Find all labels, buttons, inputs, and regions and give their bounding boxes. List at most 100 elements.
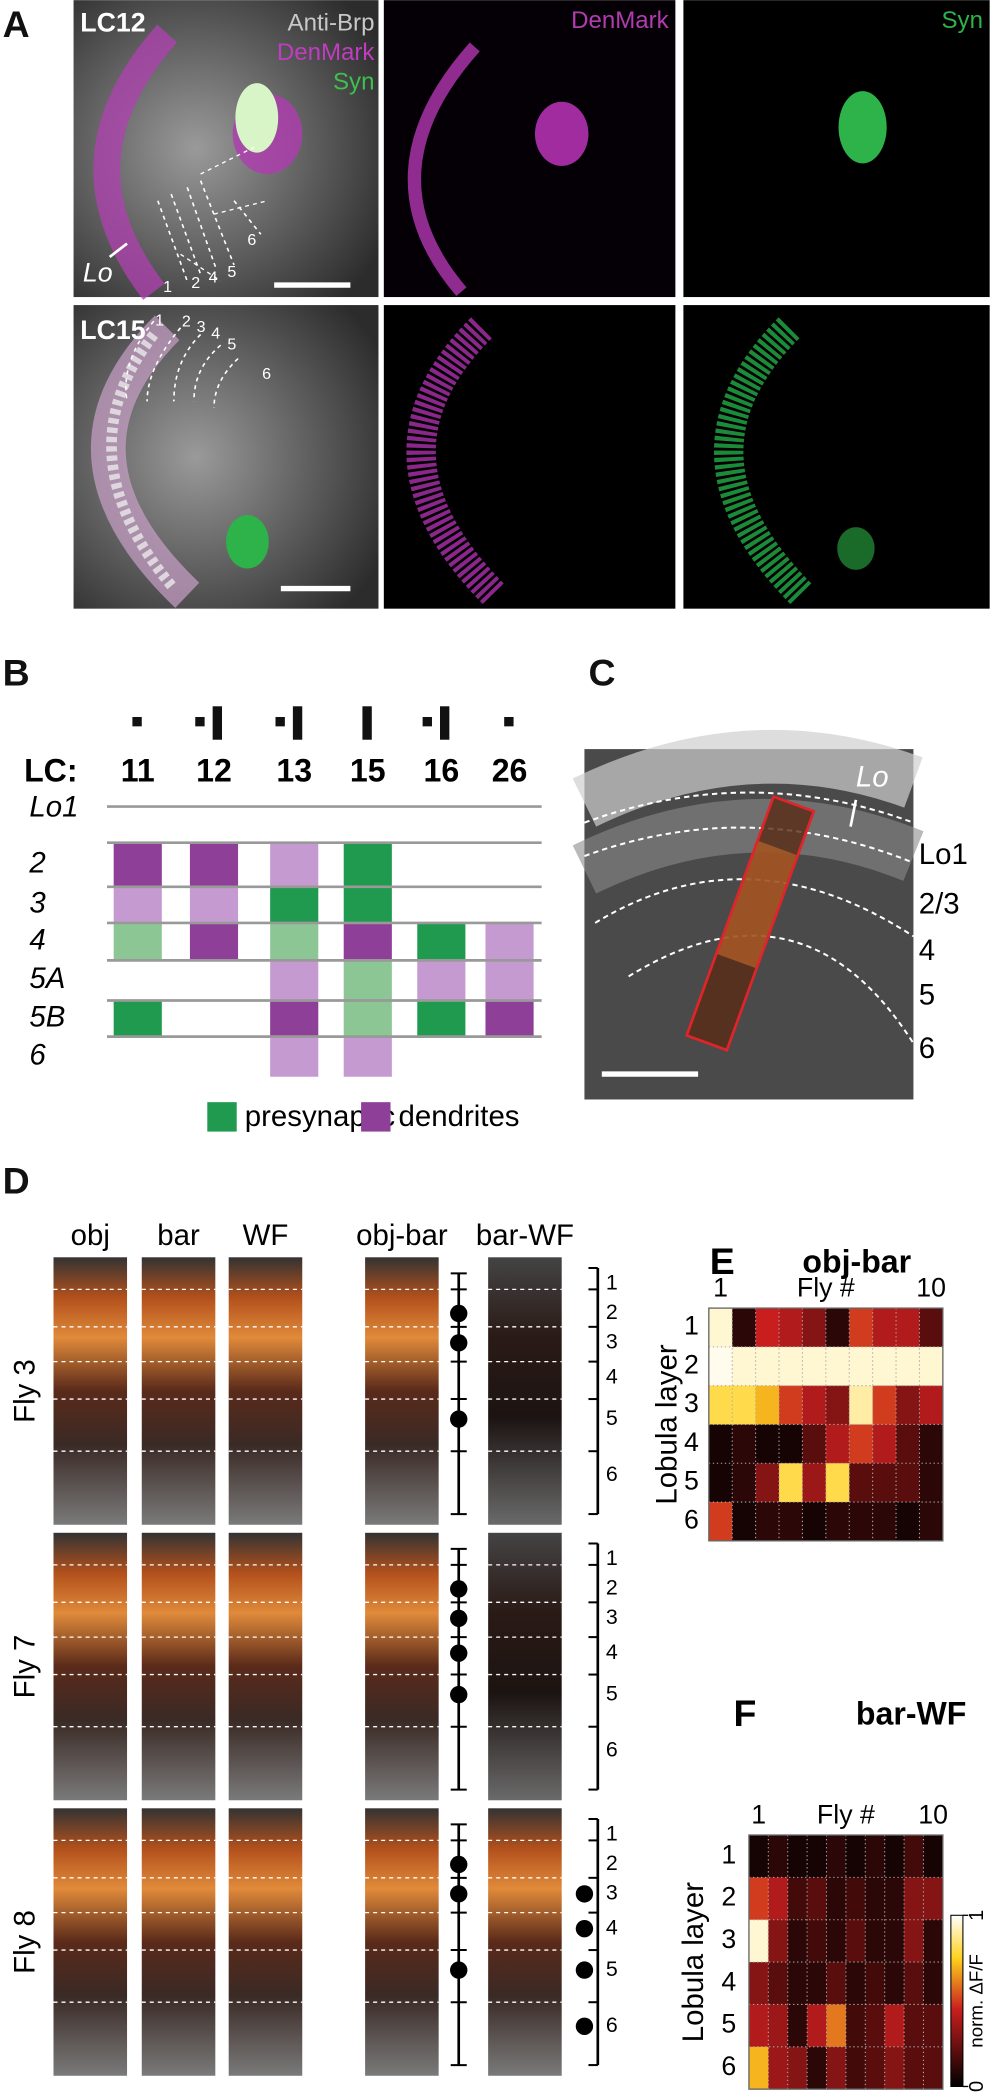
heatmap-cell [885,1920,905,1963]
heatmap-cell [802,1308,826,1347]
heatmap-cell [827,2004,847,2047]
layer-cell [114,1001,162,1037]
response-image [365,1808,439,2075]
heatmap-cell [873,1463,897,1502]
panel-label: B [3,651,30,693]
heatmap-cell [885,1877,905,1920]
heatmap-cell [768,2004,788,2047]
layer-cell [344,887,392,923]
layer-cell [114,843,162,887]
heatmap-cell [919,1347,943,1386]
layer-label: 2 [606,1576,618,1600]
heatmap-cell [904,1835,924,1878]
layer-cell [344,960,392,1000]
layer-label: 5B [29,1000,65,1033]
layer-label: 6 [606,2013,618,2037]
heatmap-cell [919,1424,943,1463]
heatmap-cell [904,2004,924,2047]
x-tick-label: 1 [713,1272,728,1302]
significance-dot [450,1686,467,1703]
heatmap-cell [709,1386,733,1425]
heatmap-cell [904,1920,924,1963]
lc-label: 15 [350,753,386,789]
y-tick-label: 1 [721,1839,736,1869]
layer-label: 2 [182,313,191,331]
y-tick-label: 1 [684,1311,699,1341]
y-tick-label: 2 [684,1349,699,1379]
heatmap-cell [756,1424,780,1463]
heatmap-cell [896,1424,920,1463]
heatmap-cell [923,1920,943,1963]
heatmap-cell [904,1877,924,1920]
layer-label: 3 [606,1881,618,1905]
heatmap-cell [807,1877,827,1920]
response-image [488,1257,562,1524]
heatmap-cell [756,1347,780,1386]
response-image [229,1808,303,2075]
layer-label: 5 [606,1406,618,1430]
heatmap-cell [873,1424,897,1463]
colorbar [951,1915,963,2086]
heatmap-cell [846,1835,866,1878]
heatmap-cell [826,1424,850,1463]
heatmap-cell [923,2047,943,2090]
heatmap-cell [919,1463,943,1502]
layer-cell [270,960,318,1000]
heatmap-cell [807,2004,827,2047]
column-label: bar [157,1219,200,1252]
response-image [229,1257,303,1524]
heatmap-cell [904,1962,924,2005]
heatmap-cell [756,1463,780,1502]
y-tick-label: 3 [721,1924,736,1954]
heatmap-cell [802,1424,826,1463]
heatmap-cell [885,1962,905,2005]
layer-cell [485,960,533,1000]
chart-title: bar-WF [856,1696,966,1732]
layer-label: 2 [28,847,45,880]
response-image [142,1533,216,1800]
heatmaps: Eobj-barFly #110Lobula layer123456Fbar-W… [650,1240,987,2092]
layer-label: 2 [606,1851,618,1875]
heatmap-cell [923,1962,943,2005]
heatmap-cell [873,1308,897,1347]
heatmap-cell [779,1424,803,1463]
significance-dot [450,1885,467,1902]
heatmap-cell [749,2047,769,2090]
panel-a-images [74,0,990,609]
heatmap-cell [768,1962,788,2005]
heatmap-cell [788,2047,808,2090]
layer-label: 4 [606,1640,618,1664]
layer-label: 6 [606,1737,618,1761]
heatmap-cell [779,1308,803,1347]
layer-label: 5 [919,978,935,1011]
heatmap-cell [749,1920,769,1963]
layer-label: 6 [919,1032,935,1065]
heatmap-cell [802,1347,826,1386]
heatmap-cell [732,1347,756,1386]
layer-cell [417,1001,465,1037]
significance-dot [450,1961,467,1978]
lc-label: 11 [121,753,155,789]
significance-dot [450,1856,467,1873]
heatmap-cell [768,1920,788,1963]
layer-label: 4 [211,325,220,343]
x-tick-label: 1 [751,1799,766,1829]
layer-label: 4 [209,269,218,287]
layer-label: 1 [606,1271,618,1295]
colorbar-tick-label: 1 [966,1910,988,1921]
heatmap-cell [849,1424,873,1463]
heatmap-cell [923,1835,943,1878]
heatmap-cell [919,1308,943,1347]
heatmap-cell [749,1962,769,2005]
panel-label: C [588,651,615,693]
heatmap-cell [896,1308,920,1347]
heatmap-cell [849,1502,873,1541]
y-tick-label: 3 [684,1388,699,1418]
layer-cell [270,1037,318,1077]
heatmap-cell [919,1386,943,1425]
heatmap-cell [896,1347,920,1386]
column-label: WF [243,1219,289,1252]
channel-label: Anti-Brp [288,10,375,37]
x-tick-label: 10 [916,1272,946,1302]
